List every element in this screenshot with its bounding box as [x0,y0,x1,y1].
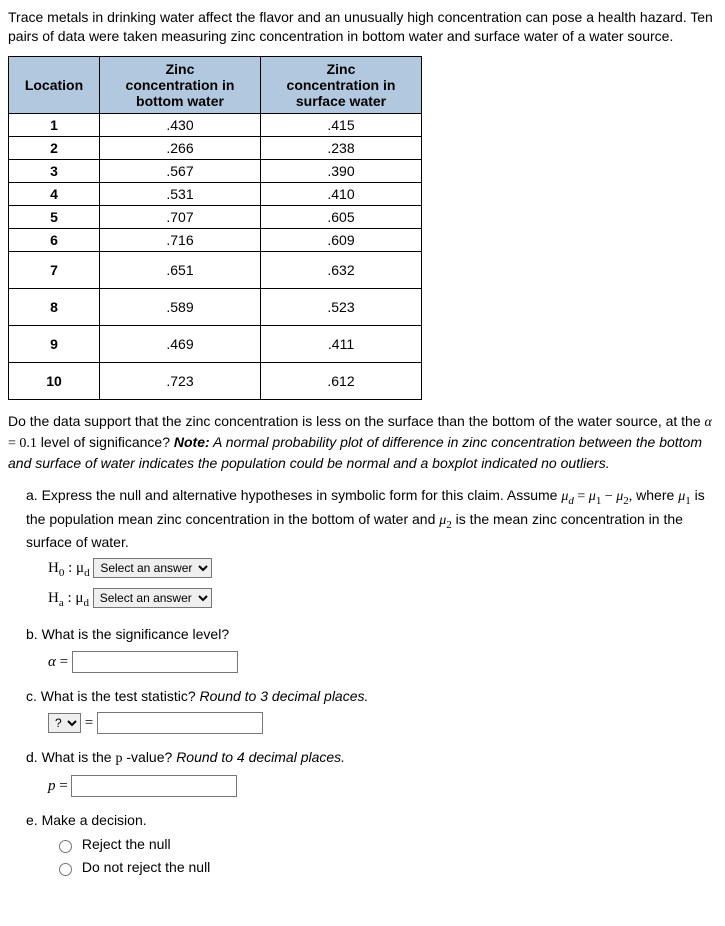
table-cell: .651 [100,251,261,288]
p-label: p = [48,778,68,794]
h0-line: H0 : μd Select an answer [48,558,717,581]
pvalue-input[interactable] [71,775,237,797]
table-row: 7.651.632 [9,251,422,288]
h-bottom-l3: bottom water [136,93,224,109]
table-cell: .531 [100,182,261,205]
alpha-input[interactable] [72,651,238,673]
part-d: d. What is the p -value? Round to 4 deci… [26,748,717,797]
part-e: e. Make a decision. Reject the null Do n… [26,811,717,878]
table-cell: 10 [9,362,100,399]
table-cell: .411 [261,325,422,362]
table-cell: .266 [100,136,261,159]
table-row: 4.531.410 [9,182,422,205]
table-row: 1.430.415 [9,113,422,136]
intro-text: Trace metals in drinking water affect th… [8,8,717,46]
statistic-symbol-select[interactable]: ? [48,713,81,733]
table-cell: .589 [100,288,261,325]
h-surface-l2: concentration in [287,77,396,93]
table-cell: .430 [100,113,261,136]
table-cell: .605 [261,205,422,228]
table-cell: 8 [9,288,100,325]
h-surface-l3: surface water [296,93,386,109]
table-cell: .523 [261,288,422,325]
table-cell: .609 [261,228,422,251]
table-cell: 1 [9,113,100,136]
table-cell: 2 [9,136,100,159]
table-row: 5.707.605 [9,205,422,228]
radio-do-not-reject[interactable] [59,863,72,876]
table-row: 2.266.238 [9,136,422,159]
data-table: Location Zincconcentration inbottom wate… [8,56,422,400]
table-cell: .707 [100,205,261,228]
h-bottom-l2: concentration in [126,77,235,93]
table-cell: .238 [261,136,422,159]
table-cell: .390 [261,159,422,182]
table-cell: .415 [261,113,422,136]
d-text2: -value? [122,749,176,765]
table-cell: .469 [100,325,261,362]
table-row: 8.589.523 [9,288,422,325]
statistic-input[interactable] [97,712,263,734]
ha-label: H [48,590,59,606]
table-cell: .567 [100,159,261,182]
d-text: d. What is the [26,749,115,765]
h-bottom-l1: Zinc [166,61,195,77]
col-header-surface: Zincconcentration insurface water [261,56,422,113]
part-b: b. What is the significance level? α = [26,625,717,673]
table-cell: .612 [261,362,422,399]
table-cell: 5 [9,205,100,228]
table-cell: 7 [9,251,100,288]
table-cell: .723 [100,362,261,399]
question-lead: Do the data support that the zinc concen… [8,413,705,429]
table-cell: 6 [9,228,100,251]
h-surface-l1: Zinc [327,61,356,77]
radio-do-not-reject-label: Do not reject the null [82,859,210,875]
table-row: 10.723.612 [9,362,422,399]
d-hint: Round to 4 decimal places. [176,749,345,765]
radio-reject[interactable] [59,840,72,853]
col-header-bottom: Zincconcentration inbottom water [100,56,261,113]
table-row: 9.469.411 [9,325,422,362]
table-cell: .410 [261,182,422,205]
question-block: Do the data support that the zinc concen… [8,412,717,473]
a-text-before: a. Express the null and alternative hypo… [26,487,561,503]
ha-select[interactable]: Select an answer [93,588,212,608]
table-cell: .716 [100,228,261,251]
alpha-label: α = [48,654,68,670]
note-label: Note: [174,434,210,450]
part-a: a. Express the null and alternative hypo… [26,486,717,611]
question-tail: level of significance? [37,434,174,450]
table-cell: 3 [9,159,100,182]
part-c: c. What is the test statistic? Round to … [26,687,717,735]
table-cell: 9 [9,325,100,362]
e-text: e. Make a decision. [26,811,717,831]
ha-line: Ha : μd Select an answer [48,588,717,611]
table-cell: 4 [9,182,100,205]
h0-label: H [48,560,59,576]
table-row: 3.567.390 [9,159,422,182]
b-text: b. What is the significance level? [26,625,717,645]
radio-reject-label: Reject the null [82,836,171,852]
table-row: 6.716.609 [9,228,422,251]
c-hint: Round to 3 decimal places. [200,688,369,704]
c-eq: = [85,715,93,731]
a-mu-eq: μd = μ1 − μ2, [561,489,632,504]
table-cell: .632 [261,251,422,288]
h0-select[interactable]: Select an answer [93,558,212,578]
c-text: c. What is the test statistic? [26,688,200,704]
col-header-location: Location [9,56,100,113]
